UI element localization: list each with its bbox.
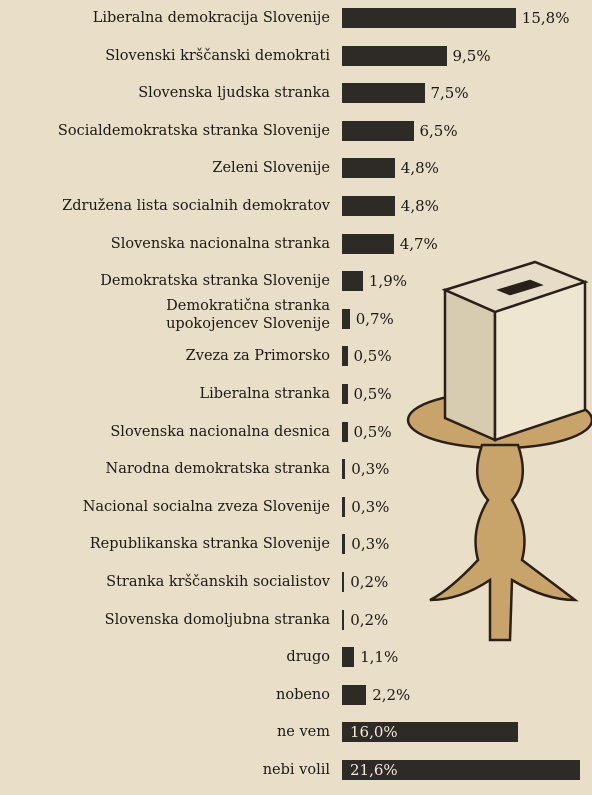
category-label: Združena lista socialnih demokratov <box>10 197 330 215</box>
value-label: 1,9% <box>369 271 407 291</box>
value-label: 0,5% <box>354 384 392 404</box>
value-label: 0,3% <box>351 497 389 517</box>
bar <box>342 121 414 141</box>
value-label: 16,0% <box>350 722 398 742</box>
category-label: Slovenska ljudska stranka <box>10 84 330 102</box>
value-label: 0,7% <box>356 309 394 329</box>
value-label: 4,8% <box>401 158 439 178</box>
category-label: Demokratična stranka upokojencev Sloveni… <box>140 297 330 333</box>
value-label: 0,5% <box>354 422 392 442</box>
value-label: 9,5% <box>453 46 491 66</box>
value-label: 0,5% <box>354 346 392 366</box>
bar <box>342 534 345 554</box>
bar <box>342 384 348 404</box>
bar <box>342 459 345 479</box>
category-label: Republikanska stranka Slovenije <box>10 535 330 553</box>
bar <box>342 309 350 329</box>
bar <box>342 610 344 630</box>
bar <box>342 83 425 103</box>
value-label: 4,7% <box>400 234 438 254</box>
bar <box>342 196 395 216</box>
bar <box>342 46 447 66</box>
value-label: 15,8% <box>522 8 570 28</box>
bar <box>342 685 366 705</box>
category-label: Narodna demokratska stranka <box>10 460 330 478</box>
bar <box>342 572 344 592</box>
category-label: ne vem <box>10 723 330 741</box>
value-label: 2,2% <box>372 685 410 705</box>
category-label: Liberalna stranka <box>10 385 330 403</box>
category-label: Slovenska nacionalna stranka <box>10 235 330 253</box>
chart: Liberalna demokracija Slovenije 15,8% Slov… <box>0 0 592 795</box>
bar <box>342 422 348 442</box>
category-label: Socialdemokratska stranka Slovenije <box>10 122 330 140</box>
value-label: 7,5% <box>431 83 469 103</box>
value-label: 0,3% <box>351 534 389 554</box>
value-label: 4,8% <box>401 196 439 216</box>
value-label: 0,3% <box>351 459 389 479</box>
bar <box>342 158 395 178</box>
category-label: Nacional socialna zveza Slovenije <box>10 498 330 516</box>
value-label: 6,5% <box>420 121 458 141</box>
category-label: Liberalna demokracija Slovenije <box>10 9 330 27</box>
category-label: Slovenska nacionalna desnica <box>10 423 330 441</box>
category-label: Stranka krščanskih socialistov <box>10 573 330 591</box>
category-label: Zveza za Primorsko <box>10 347 330 365</box>
category-label: Demokratska stranka Slovenije <box>10 272 330 290</box>
ballot-box <box>445 262 585 440</box>
category-label: nobeno <box>10 686 330 704</box>
bar <box>342 497 345 517</box>
bar <box>342 346 348 366</box>
category-label: nebi volil <box>10 761 330 779</box>
bar <box>342 8 516 28</box>
value-label: 0,2% <box>350 572 388 592</box>
bar <box>342 271 363 291</box>
value-label: 21,6% <box>350 760 398 780</box>
category-label: Slovenski krščanski demokrati <box>10 47 330 65</box>
bar <box>342 234 394 254</box>
category-label: Slovenska domoljubna stranka <box>10 611 330 629</box>
category-label: Zeleni Slovenije <box>10 159 330 177</box>
bar <box>342 647 354 667</box>
value-label: 1,1% <box>360 647 398 667</box>
category-label: drugo <box>10 648 330 666</box>
value-label: 0,2% <box>350 610 388 630</box>
